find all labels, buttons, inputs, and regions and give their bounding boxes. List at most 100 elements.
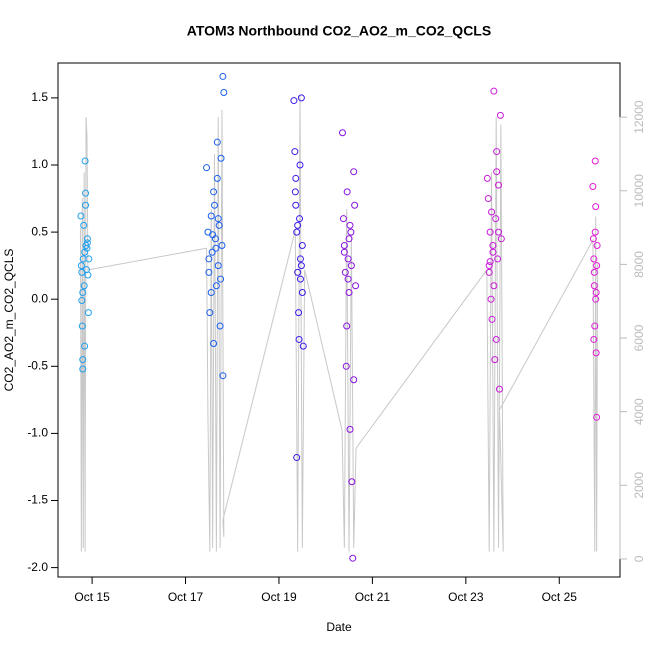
data-point xyxy=(214,262,222,270)
data-point xyxy=(592,295,600,303)
y2-tick-label: 0 xyxy=(632,555,646,562)
data-point xyxy=(346,425,354,433)
data-point xyxy=(493,168,501,176)
data-point xyxy=(298,288,306,296)
x-tick-label: Oct 15 xyxy=(74,590,110,604)
data-point xyxy=(208,248,216,256)
data-point xyxy=(591,157,599,165)
data-point xyxy=(489,248,497,256)
data-point xyxy=(339,129,347,137)
data-point xyxy=(340,242,348,250)
data-point xyxy=(79,365,87,373)
data-point xyxy=(344,275,352,283)
y-tick-label: -2.0 xyxy=(27,560,48,574)
data-point xyxy=(339,215,347,223)
data-point xyxy=(298,242,306,250)
data-point xyxy=(351,201,359,209)
data-point xyxy=(341,268,349,276)
data-point xyxy=(220,89,228,97)
data-point xyxy=(593,262,601,270)
data-point xyxy=(213,174,221,182)
x-tick-label: Oct 21 xyxy=(355,590,391,604)
data-point xyxy=(79,356,87,364)
data-point xyxy=(216,322,224,330)
data-point xyxy=(218,242,226,250)
data-point xyxy=(592,288,600,296)
data-point xyxy=(214,215,222,223)
data-point xyxy=(497,235,505,243)
y-tick-label: -1.5 xyxy=(27,493,48,507)
data-point xyxy=(347,262,355,270)
data-point xyxy=(78,322,86,330)
data-point xyxy=(77,212,85,220)
data-point xyxy=(293,228,301,236)
y2-tick-label: 10000 xyxy=(632,174,646,208)
data-point xyxy=(591,228,599,236)
data-point xyxy=(83,239,91,247)
x-tick-label: Oct 19 xyxy=(261,590,297,604)
data-point xyxy=(495,181,503,189)
data-point xyxy=(210,188,218,196)
data-point xyxy=(292,201,300,209)
data-point xyxy=(590,268,598,276)
y2-tick-label: 6000 xyxy=(632,324,646,351)
data-point xyxy=(350,376,358,384)
data-point xyxy=(340,248,348,256)
data-point xyxy=(589,182,597,190)
data-point xyxy=(219,72,227,80)
data-point xyxy=(78,268,86,276)
data-point xyxy=(485,268,493,276)
y-tick-label: 0.0 xyxy=(31,291,48,305)
data-point xyxy=(495,228,503,236)
data-point xyxy=(345,235,353,243)
data-point xyxy=(82,201,90,209)
data-point xyxy=(343,188,351,196)
data-point xyxy=(296,255,304,263)
data-point xyxy=(295,309,303,317)
y2-tick-label: 4000 xyxy=(632,398,646,425)
data-point xyxy=(593,413,601,421)
data-point xyxy=(590,282,598,290)
data-point xyxy=(293,454,301,462)
data-point xyxy=(81,157,89,165)
data-point xyxy=(215,221,223,229)
data-point xyxy=(295,335,303,343)
data-point xyxy=(296,215,304,223)
data-point xyxy=(350,168,358,176)
data-point xyxy=(489,242,497,250)
data-point xyxy=(352,282,360,290)
data-point xyxy=(81,248,89,256)
y-tick-label: 1.5 xyxy=(31,90,48,104)
data-point xyxy=(219,372,227,380)
data-point xyxy=(342,362,350,370)
data-point xyxy=(483,174,491,182)
x-tick-label: Oct 25 xyxy=(542,590,578,604)
data-point xyxy=(210,339,218,347)
data-point xyxy=(593,242,601,250)
data-point xyxy=(291,148,299,156)
x-tick-label: Oct 17 xyxy=(168,590,204,604)
data-point xyxy=(488,315,496,323)
data-point xyxy=(484,195,492,203)
data-point xyxy=(487,295,495,303)
data-point xyxy=(217,154,225,162)
data-point xyxy=(349,554,357,562)
data-point xyxy=(77,262,85,270)
data-point xyxy=(207,212,215,220)
data-point xyxy=(80,221,88,229)
data-point xyxy=(589,235,597,243)
data-point xyxy=(496,111,504,119)
data-point xyxy=(486,228,494,236)
data-point xyxy=(485,262,493,270)
data-point xyxy=(82,189,90,197)
data-point xyxy=(207,288,215,296)
data-point xyxy=(348,478,356,486)
x-axis-label: Date xyxy=(326,620,352,634)
y-tick-label: 0.5 xyxy=(31,224,48,238)
data-point xyxy=(290,97,298,105)
data-point xyxy=(346,221,354,229)
data-point xyxy=(209,231,217,239)
y-tick-label: -1.0 xyxy=(27,426,48,440)
data-point xyxy=(347,228,355,236)
